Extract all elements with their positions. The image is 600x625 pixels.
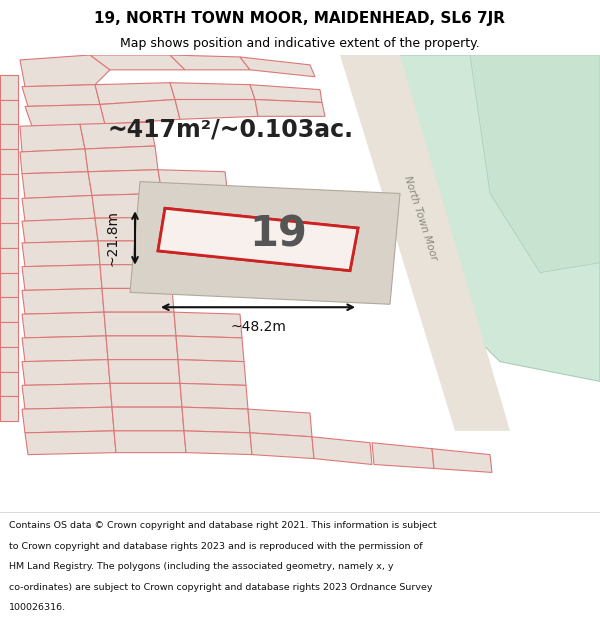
- Polygon shape: [92, 194, 165, 218]
- Text: ~21.8m: ~21.8m: [106, 210, 120, 266]
- Polygon shape: [175, 99, 258, 119]
- Polygon shape: [432, 449, 492, 472]
- Polygon shape: [178, 359, 246, 386]
- Polygon shape: [0, 75, 18, 99]
- Polygon shape: [240, 57, 315, 77]
- Polygon shape: [108, 359, 180, 383]
- Polygon shape: [20, 124, 85, 152]
- Polygon shape: [0, 396, 18, 421]
- Text: 100026316.: 100026316.: [9, 603, 66, 612]
- Polygon shape: [0, 198, 18, 223]
- Polygon shape: [22, 336, 108, 362]
- Polygon shape: [110, 383, 182, 407]
- Polygon shape: [158, 170, 228, 196]
- Polygon shape: [0, 99, 18, 124]
- Polygon shape: [312, 437, 372, 464]
- Polygon shape: [22, 288, 104, 314]
- Polygon shape: [85, 146, 158, 172]
- Polygon shape: [0, 298, 18, 322]
- Polygon shape: [170, 55, 250, 70]
- Polygon shape: [25, 104, 105, 126]
- Polygon shape: [340, 55, 510, 431]
- Text: Map shows position and indicative extent of the property.: Map shows position and indicative extent…: [120, 38, 480, 51]
- Text: ~417m²/~0.103ac.: ~417m²/~0.103ac.: [107, 117, 353, 141]
- Polygon shape: [182, 407, 250, 433]
- Polygon shape: [0, 248, 18, 272]
- Polygon shape: [104, 312, 176, 336]
- Polygon shape: [0, 223, 18, 248]
- Polygon shape: [255, 99, 325, 116]
- Polygon shape: [180, 383, 248, 409]
- Polygon shape: [22, 241, 100, 267]
- Polygon shape: [100, 99, 180, 124]
- Polygon shape: [0, 322, 18, 347]
- Polygon shape: [0, 149, 18, 174]
- Polygon shape: [22, 218, 98, 243]
- Polygon shape: [0, 371, 18, 396]
- Polygon shape: [390, 55, 600, 381]
- Polygon shape: [0, 174, 18, 198]
- Polygon shape: [22, 172, 92, 198]
- Text: 19: 19: [249, 214, 307, 256]
- Polygon shape: [158, 208, 358, 271]
- Polygon shape: [130, 182, 400, 304]
- Polygon shape: [22, 84, 100, 106]
- Polygon shape: [372, 442, 434, 469]
- Text: North Town Moor: North Town Moor: [401, 175, 439, 262]
- Polygon shape: [22, 312, 106, 338]
- Polygon shape: [25, 431, 116, 454]
- Polygon shape: [20, 55, 110, 87]
- Polygon shape: [170, 82, 255, 99]
- Polygon shape: [90, 55, 185, 70]
- Polygon shape: [98, 241, 170, 265]
- Polygon shape: [0, 124, 18, 149]
- Polygon shape: [250, 433, 314, 459]
- Polygon shape: [100, 265, 172, 288]
- Polygon shape: [22, 383, 112, 409]
- Text: 19, NORTH TOWN MOOR, MAIDENHEAD, SL6 7JR: 19, NORTH TOWN MOOR, MAIDENHEAD, SL6 7JR: [95, 11, 505, 26]
- Polygon shape: [0, 272, 18, 298]
- Polygon shape: [114, 431, 186, 452]
- Polygon shape: [158, 208, 358, 271]
- Text: co-ordinates) are subject to Crown copyright and database rights 2023 Ordnance S: co-ordinates) are subject to Crown copyr…: [9, 583, 433, 592]
- Polygon shape: [248, 409, 312, 437]
- Polygon shape: [106, 336, 178, 359]
- Polygon shape: [184, 431, 252, 454]
- Polygon shape: [250, 84, 322, 102]
- Polygon shape: [22, 407, 114, 433]
- Polygon shape: [22, 265, 102, 291]
- Polygon shape: [470, 55, 600, 272]
- Polygon shape: [112, 407, 184, 431]
- Polygon shape: [22, 196, 95, 221]
- Polygon shape: [95, 217, 168, 241]
- Text: to Crown copyright and database rights 2023 and is reproduced with the permissio: to Crown copyright and database rights 2…: [9, 542, 422, 551]
- Polygon shape: [174, 312, 242, 338]
- Polygon shape: [88, 170, 162, 196]
- Text: Contains OS data © Crown copyright and database right 2021. This information is : Contains OS data © Crown copyright and d…: [9, 521, 437, 531]
- Polygon shape: [95, 82, 175, 104]
- Polygon shape: [176, 336, 244, 362]
- Polygon shape: [0, 347, 18, 371]
- Polygon shape: [80, 122, 155, 149]
- Text: ~48.2m: ~48.2m: [230, 320, 286, 334]
- Text: HM Land Registry. The polygons (including the associated geometry, namely x, y: HM Land Registry. The polygons (includin…: [9, 562, 394, 571]
- Polygon shape: [22, 359, 110, 386]
- Polygon shape: [102, 288, 174, 312]
- Polygon shape: [20, 149, 88, 174]
